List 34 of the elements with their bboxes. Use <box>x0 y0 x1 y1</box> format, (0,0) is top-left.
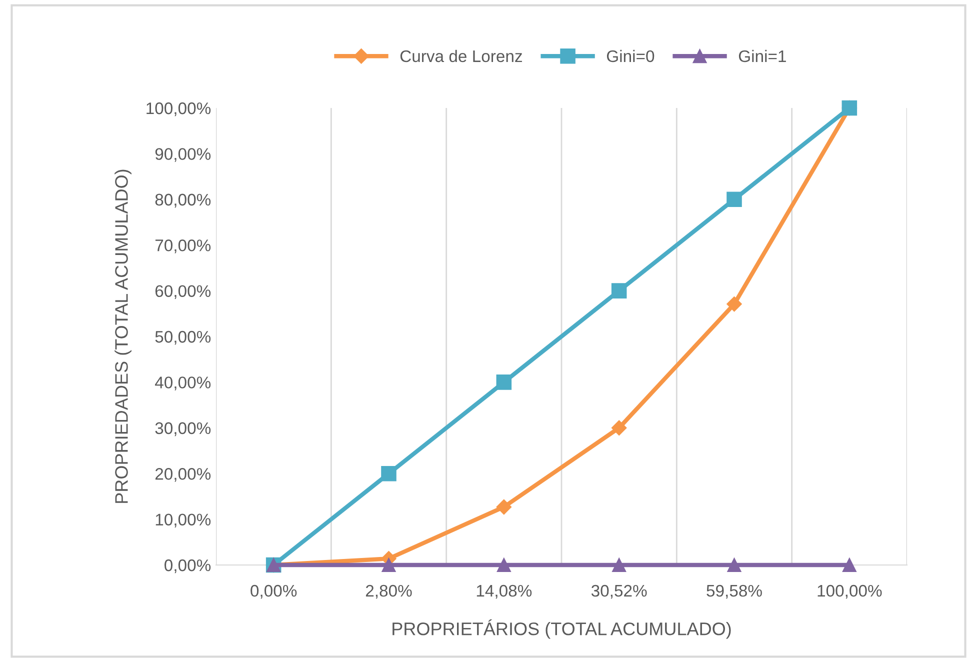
x-tick-label: 0,00% <box>250 584 297 599</box>
x-axis-title: PROPRIETÁRIOS (TOTAL ACUMULADO) <box>392 619 731 639</box>
y-tick-label: 70,00% <box>155 240 211 254</box>
y-tick-label: 90,00% <box>155 148 211 162</box>
point <box>611 283 627 298</box>
point <box>382 558 396 572</box>
y-tick-label: 100,00% <box>146 102 211 116</box>
y-tick-label: 0,00% <box>164 559 211 574</box>
legend-label: Gini=0 <box>606 50 654 62</box>
y-tick-label: 50,00% <box>155 330 211 345</box>
y-tick-label: 40,00% <box>155 376 211 390</box>
y-axis-title: PROPRIEDADES (TOTAL ACUMULADO) <box>114 170 132 503</box>
y-tick-label: 80,00% <box>155 194 211 208</box>
point <box>726 296 742 312</box>
legend-label: Gini=1 <box>738 50 786 62</box>
y-tick-label: 60,00% <box>155 285 211 299</box>
point <box>727 558 742 572</box>
x-tick-label: 14,08% <box>476 584 532 599</box>
legend-label: Curva de Lorenz <box>400 50 522 62</box>
x-tick-label: 100,00% <box>818 584 882 599</box>
point <box>496 499 512 515</box>
point <box>842 558 856 572</box>
y-tick-label: 30,00% <box>155 422 211 436</box>
point <box>612 558 626 572</box>
point <box>496 558 511 572</box>
y-tick-label: 10,00% <box>156 514 211 528</box>
point <box>496 374 512 390</box>
x-tick-label: 59,58% <box>706 584 762 599</box>
point <box>726 192 742 208</box>
point <box>612 420 627 436</box>
x-tick-label: 30,52% <box>591 584 647 599</box>
x-tick-label: 2,80% <box>366 584 412 599</box>
point <box>381 466 396 482</box>
y-tick-label: 20,00% <box>155 468 211 482</box>
